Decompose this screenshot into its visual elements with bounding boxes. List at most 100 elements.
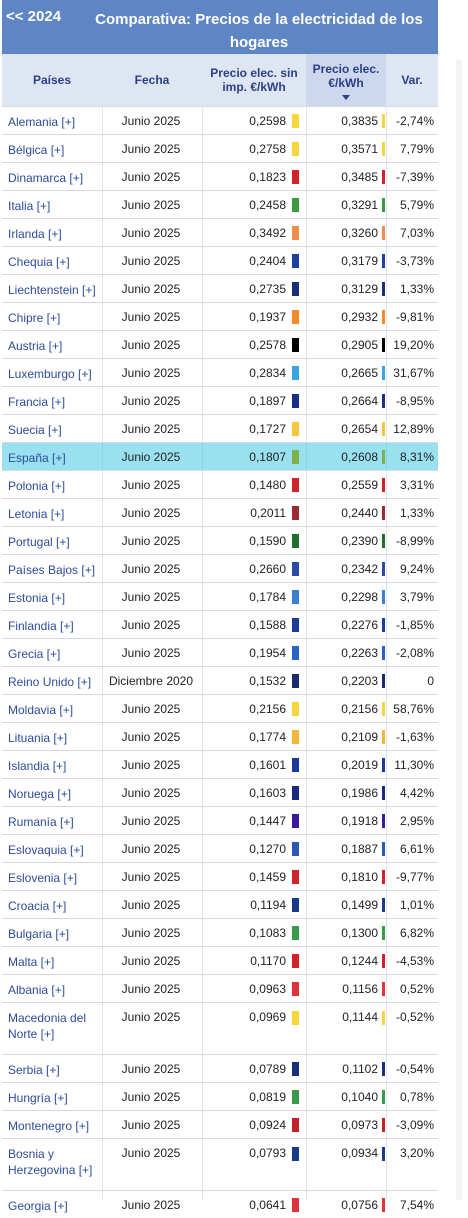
price-no-tax-cell: 0,1774 — [249, 730, 286, 744]
date-cell: Junio 2025 — [121, 338, 181, 352]
country-link[interactable]: Georgia [+] — [8, 1199, 68, 1213]
variation-cell: -8,95% — [395, 394, 434, 408]
scrollbar[interactable] — [456, 60, 462, 1200]
column-header-country[interactable]: Países — [32, 73, 72, 87]
date-cell: Junio 2025 — [121, 898, 181, 912]
country-link[interactable]: Chequia [+] — [8, 255, 70, 269]
color-bar — [292, 646, 299, 660]
color-bar — [292, 394, 299, 408]
date-cell: Junio 2025 — [121, 198, 181, 212]
price-cell: 0,3179 — [341, 254, 378, 268]
country-link[interactable]: Grecia [+] — [8, 647, 61, 661]
country-link[interactable]: Macedonia del Norte [+] — [8, 1011, 87, 1041]
table-row: Grecia [+] Junio 2025 0,1954 0,2263 -2,08% — [2, 638, 438, 666]
color-bar — [382, 786, 385, 800]
country-link[interactable]: Finlandia [+] — [8, 619, 74, 633]
date-cell: Junio 2025 — [121, 926, 181, 940]
country-link[interactable]: Países Bajos [+] — [8, 563, 96, 577]
table-row: Lituania [+] Junio 2025 0,1774 0,2109 -1,63% — [2, 722, 438, 750]
color-bar — [292, 758, 299, 772]
color-bar — [382, 814, 385, 828]
price-no-tax-cell: 0,2458 — [249, 198, 286, 212]
price-no-tax-cell: 0,2660 — [249, 562, 286, 576]
date-cell: Junio 2025 — [121, 534, 181, 548]
country-link[interactable]: Lituania [+] — [8, 731, 68, 745]
color-bar — [292, 338, 299, 352]
table-row: Suecia [+] Junio 2025 0,1727 0,2654 12,89% — [2, 414, 438, 442]
table-row: Chequia [+] Junio 2025 0,2404 0,3179 -3,73% — [2, 246, 438, 274]
country-link[interactable]: Reino Unido [+] — [8, 675, 92, 689]
country-link[interactable]: Dinamarca [+] — [8, 171, 84, 185]
price-cell: 0,2932 — [341, 310, 378, 324]
price-no-tax-cell: 0,2758 — [249, 142, 286, 156]
variation-cell: 6,82% — [399, 926, 434, 940]
color-bar — [382, 170, 385, 184]
country-link[interactable]: Moldavia [+] — [8, 703, 74, 717]
country-link[interactable]: Bulgaria [+] — [8, 927, 70, 941]
price-no-tax-cell: 0,2598 — [249, 114, 286, 128]
country-link[interactable]: Malta [+] — [8, 955, 55, 969]
country-link[interactable]: Chipre [+] — [8, 311, 61, 325]
country-link[interactable]: Suecia [+] — [8, 423, 62, 437]
color-bar — [292, 898, 299, 912]
price-cell: 0,3129 — [341, 282, 378, 296]
column-header-var[interactable]: Var. — [401, 73, 423, 87]
variation-cell: -9,77% — [395, 870, 434, 884]
color-bar — [382, 590, 385, 604]
table-row: Estonia [+] Junio 2025 0,1784 0,2298 3,79% — [2, 582, 438, 610]
price-cell: 0,0973 — [341, 1118, 378, 1132]
color-bar — [382, 142, 385, 156]
country-link[interactable]: Portugal [+] — [8, 535, 70, 549]
country-link[interactable]: Liechtenstein [+] — [8, 283, 96, 297]
country-link[interactable]: Albania [+] — [8, 983, 66, 997]
column-header-date[interactable]: Fecha — [134, 73, 170, 87]
column-header-price-no-tax[interactable]: Precio elec. sin imp. €/kWh — [210, 66, 298, 94]
country-link[interactable]: Austria [+] — [8, 339, 63, 353]
price-no-tax-cell: 0,1194 — [250, 898, 286, 912]
column-header-price[interactable]: Precio elec. €/kWh — [306, 54, 386, 106]
country-link[interactable]: Hungría [+] — [8, 1091, 68, 1105]
price-cell: 0,1986 — [341, 786, 378, 800]
table-row: Serbia [+] Junio 2025 0,0789 0,1102 -0,54% — [2, 1054, 438, 1082]
country-link[interactable]: Islandia [+] — [8, 759, 67, 773]
previous-year-link[interactable]: << 2024 — [6, 8, 62, 25]
color-bar — [382, 618, 385, 632]
price-cell: 0,2276 — [341, 618, 378, 632]
country-link[interactable]: Polonia [+] — [8, 479, 66, 493]
country-link[interactable]: Noruega [+] — [8, 787, 72, 801]
country-link[interactable]: Bélgica [+] — [8, 143, 65, 157]
table-row: Rumanía [+] Junio 2025 0,1447 0,1918 2,95% — [2, 806, 438, 834]
color-bar — [292, 1011, 299, 1025]
price-cell: 0,3571 — [341, 142, 378, 156]
country-link[interactable]: Montenegro [+] — [8, 1119, 90, 1133]
date-cell: Junio 2025 — [121, 1010, 181, 1024]
table-row: Eslovenia [+] Junio 2025 0,1459 0,1810 -9,77… — [2, 862, 438, 890]
price-no-tax-cell: 0,1588 — [249, 618, 286, 632]
country-link[interactable]: Letonia [+] — [8, 507, 65, 521]
price-no-tax-cell: 0,1170 — [250, 954, 286, 968]
date-cell: Junio 2025 — [121, 786, 181, 800]
country-link[interactable]: Eslovenia [+] — [8, 871, 78, 885]
country-link[interactable]: España [+] — [8, 451, 66, 465]
country-link[interactable]: Alemania [+] — [8, 115, 76, 129]
price-no-tax-cell: 0,0819 — [249, 1090, 286, 1104]
country-link[interactable]: Irlanda [+] — [8, 227, 62, 241]
date-cell: Junio 2025 — [121, 1090, 181, 1104]
price-cell: 0,2664 — [341, 394, 378, 408]
country-link[interactable]: Luxemburgo [+] — [8, 367, 92, 381]
price-cell: 0,2440 — [341, 506, 378, 520]
country-link[interactable]: Serbia [+] — [8, 1063, 60, 1077]
color-bar — [382, 982, 385, 996]
country-link[interactable]: Estonia [+] — [8, 591, 66, 605]
variation-cell: 58,76% — [393, 702, 434, 716]
price-cell: 0,2905 — [341, 338, 378, 352]
country-link[interactable]: Francia [+] — [8, 395, 66, 409]
country-link[interactable]: Bosnia y Herzegovina [+] — [8, 1147, 93, 1177]
color-bar — [292, 730, 299, 744]
country-link[interactable]: Rumanía [+] — [8, 815, 74, 829]
country-link[interactable]: Eslovaquia [+] — [8, 843, 84, 857]
country-link[interactable]: Croacia [+] — [8, 899, 67, 913]
color-bar — [292, 534, 299, 548]
country-link[interactable]: Italia [+] — [8, 199, 51, 213]
price-cell: 0,3485 — [341, 170, 378, 184]
